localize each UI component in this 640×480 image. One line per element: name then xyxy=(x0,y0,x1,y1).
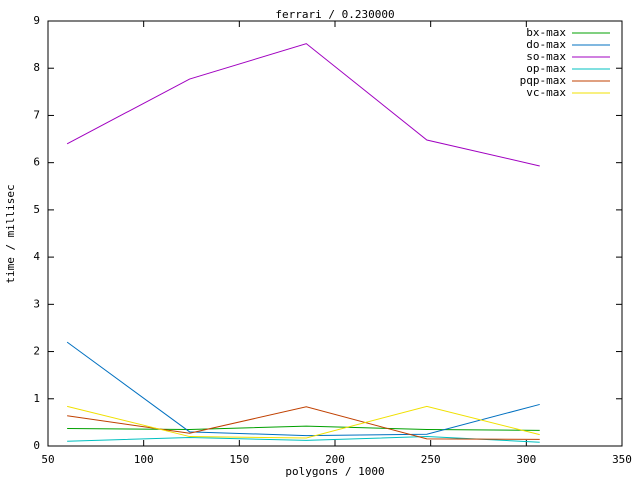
x-tick-label: 350 xyxy=(612,453,632,466)
chart-title: ferrari / 0.230000 xyxy=(275,8,394,21)
y-tick-label: 1 xyxy=(33,392,40,405)
y-tick-label: 7 xyxy=(33,108,40,121)
y-tick-label: 2 xyxy=(33,345,40,358)
series-line xyxy=(66,43,540,167)
legend-label: so-max xyxy=(526,50,566,63)
x-tick-label: 300 xyxy=(516,453,536,466)
legend-label: vc-max xyxy=(526,86,566,99)
y-tick-label: 5 xyxy=(33,203,40,216)
series-line xyxy=(67,406,540,440)
legend-label: pqp-max xyxy=(520,74,567,87)
series-line xyxy=(67,405,540,439)
legend-label: do-max xyxy=(526,38,566,51)
y-tick-label: 0 xyxy=(33,439,40,452)
x-tick-label: 50 xyxy=(41,453,54,466)
x-tick-label: 100 xyxy=(134,453,154,466)
y-tick-label: 4 xyxy=(33,250,40,263)
y-tick-label: 3 xyxy=(33,297,40,310)
y-tick-label: 8 xyxy=(33,61,40,74)
x-tick-label: 250 xyxy=(421,453,441,466)
legend-label: bx-max xyxy=(526,26,566,39)
series-line xyxy=(66,341,540,437)
series-line xyxy=(67,436,540,443)
x-axis-label: polygons / 1000 xyxy=(285,465,384,478)
series-line xyxy=(67,425,540,431)
x-tick-label: 150 xyxy=(229,453,249,466)
y-tick-label: 9 xyxy=(33,14,40,27)
legend-label: op-max xyxy=(526,62,566,75)
y-tick-label: 6 xyxy=(33,156,40,169)
x-tick-label: 200 xyxy=(325,453,345,466)
y-axis-label: time / millisec xyxy=(4,184,17,283)
